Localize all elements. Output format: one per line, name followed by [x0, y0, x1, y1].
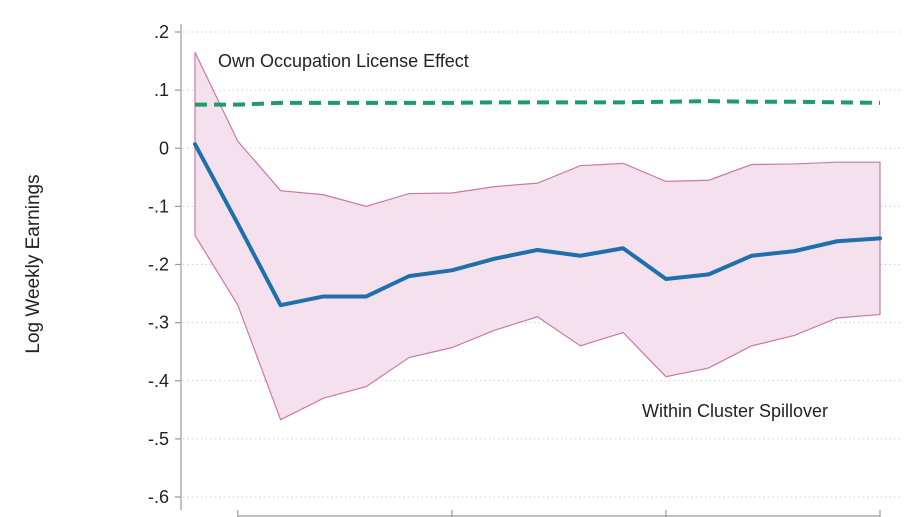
confidence-band [194, 52, 881, 421]
y-tick-label: -.3 [148, 313, 169, 333]
y-tick-label: .1 [154, 80, 169, 100]
y-tick-label: 0 [159, 138, 169, 158]
within-cluster-annotation: Within Cluster Spillover [642, 401, 828, 421]
y-tick-label: -.5 [148, 429, 169, 449]
y-tick-label: -.1 [148, 196, 169, 216]
own-occupation-line [195, 99, 881, 107]
y-tick-label: -.6 [148, 487, 169, 507]
y-tick-label: -.2 [148, 255, 169, 275]
tick-labels: .2 .1 0 -.1 -.2 -.3 -.4 -.5 -.6 [148, 22, 169, 507]
within-cluster-line [193, 142, 882, 308]
confidence-band-layer [194, 52, 881, 421]
y-tick-label: .2 [154, 22, 169, 42]
y-axis-title: Log Weekly Earnings [23, 174, 44, 353]
y-tick-label: -.4 [148, 371, 169, 391]
series-lines [193, 99, 882, 308]
own-occupation-annotation: Own Occupation License Effect [218, 51, 469, 71]
axes [175, 24, 881, 517]
